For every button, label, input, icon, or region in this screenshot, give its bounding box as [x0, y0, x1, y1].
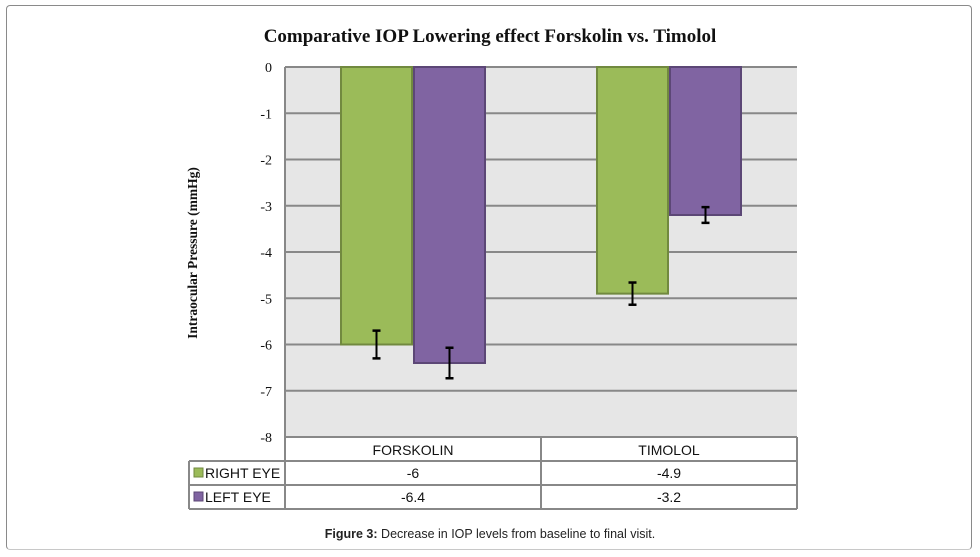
legend-label: RIGHT EYE [205, 465, 280, 481]
y-tick-label: 0 [265, 61, 272, 76]
y-tick-label: -6 [260, 339, 272, 354]
bar [413, 66, 486, 364]
category-label: TIMOLOL [638, 442, 700, 458]
legend-swatch [193, 467, 204, 478]
bar [669, 66, 742, 216]
data-label: -6 [407, 465, 420, 481]
bar [596, 66, 669, 295]
bar [340, 66, 413, 346]
caption-label: Figure 3: [324, 527, 378, 541]
legend-swatch [193, 491, 204, 502]
y-tick-label: -8 [260, 431, 272, 446]
data-label: -4.9 [657, 465, 681, 481]
figure-caption: Figure 3: Decrease in IOP levels from ba… [0, 527, 980, 541]
caption-text: Decrease in IOP levels from baseline to … [377, 527, 656, 541]
category-label: FORSKOLIN [373, 442, 454, 458]
data-label: -6.4 [401, 489, 425, 505]
y-tick-label: -2 [260, 154, 272, 169]
y-tick-label: -3 [260, 200, 272, 215]
y-tick-label: -7 [260, 385, 272, 400]
chart-title: Comparative IOP Lowering effect Forskoli… [263, 26, 717, 47]
data-label: -3.2 [657, 489, 681, 505]
figure-frame [6, 5, 972, 550]
y-tick-label: -4 [260, 246, 272, 261]
legend-label: LEFT EYE [205, 489, 271, 505]
y-tick-label: -5 [260, 292, 272, 307]
y-tick-label: -1 [260, 107, 272, 122]
